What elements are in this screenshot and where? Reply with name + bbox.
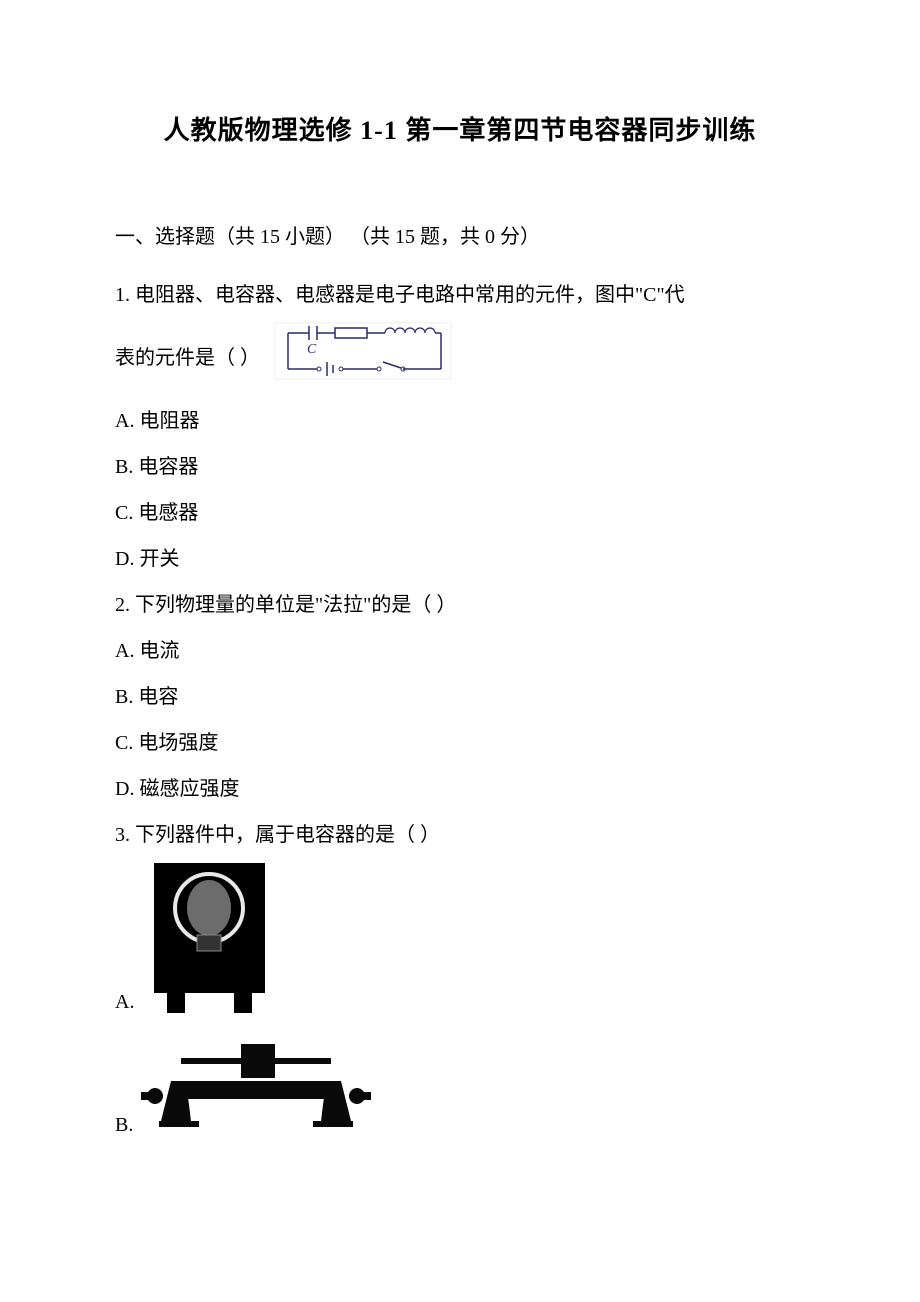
q2-option-a: A. 电流 (115, 631, 805, 671)
q1-circuit-diagram: C (273, 321, 453, 395)
q3-option-a-image (142, 863, 277, 1018)
page-root: 人教版物理选修 1-1 第一章第四节电容器同步训练 一、选择题（共 15 小题）… (0, 0, 920, 1209)
q1-option-b: B. 电容器 (115, 447, 805, 487)
q3-option-b-image (141, 1026, 371, 1141)
svg-text:C: C (307, 342, 317, 357)
q3-option-b-wrap: B. (115, 1026, 805, 1141)
q1-stem-line1: 1. 电阻器、电容器、电感器是电子电路中常用的元件，图中"C"代 (115, 275, 805, 315)
q3-option-a-label: A. (115, 991, 134, 1018)
q3-stem: 3. 下列器件中，属于电容器的是（ ） (115, 815, 805, 855)
section-header: 一、选择题（共 15 小题） （共 15 题，共 0 分） (115, 217, 805, 257)
q2-stem: 2. 下列物理量的单位是"法拉"的是（ ） (115, 585, 805, 625)
q2-option-c: C. 电场强度 (115, 723, 805, 763)
q1-option-d: D. 开关 (115, 539, 805, 579)
q1-option-a: A. 电阻器 (115, 401, 805, 441)
page-title: 人教版物理选修 1-1 第一章第四节电容器同步训练 (115, 110, 805, 147)
q1-stem-line2-wrap: 表的元件是（ ） (115, 321, 805, 395)
q1-stem-line2: 表的元件是（ ） (115, 347, 260, 369)
q3-option-a-wrap: A. (115, 863, 805, 1018)
q2-option-d: D. 磁感应强度 (115, 769, 805, 809)
q1-option-c: C. 电感器 (115, 493, 805, 533)
q2-option-b: B. 电容 (115, 677, 805, 717)
q3-option-b-label: B. (115, 1114, 133, 1141)
